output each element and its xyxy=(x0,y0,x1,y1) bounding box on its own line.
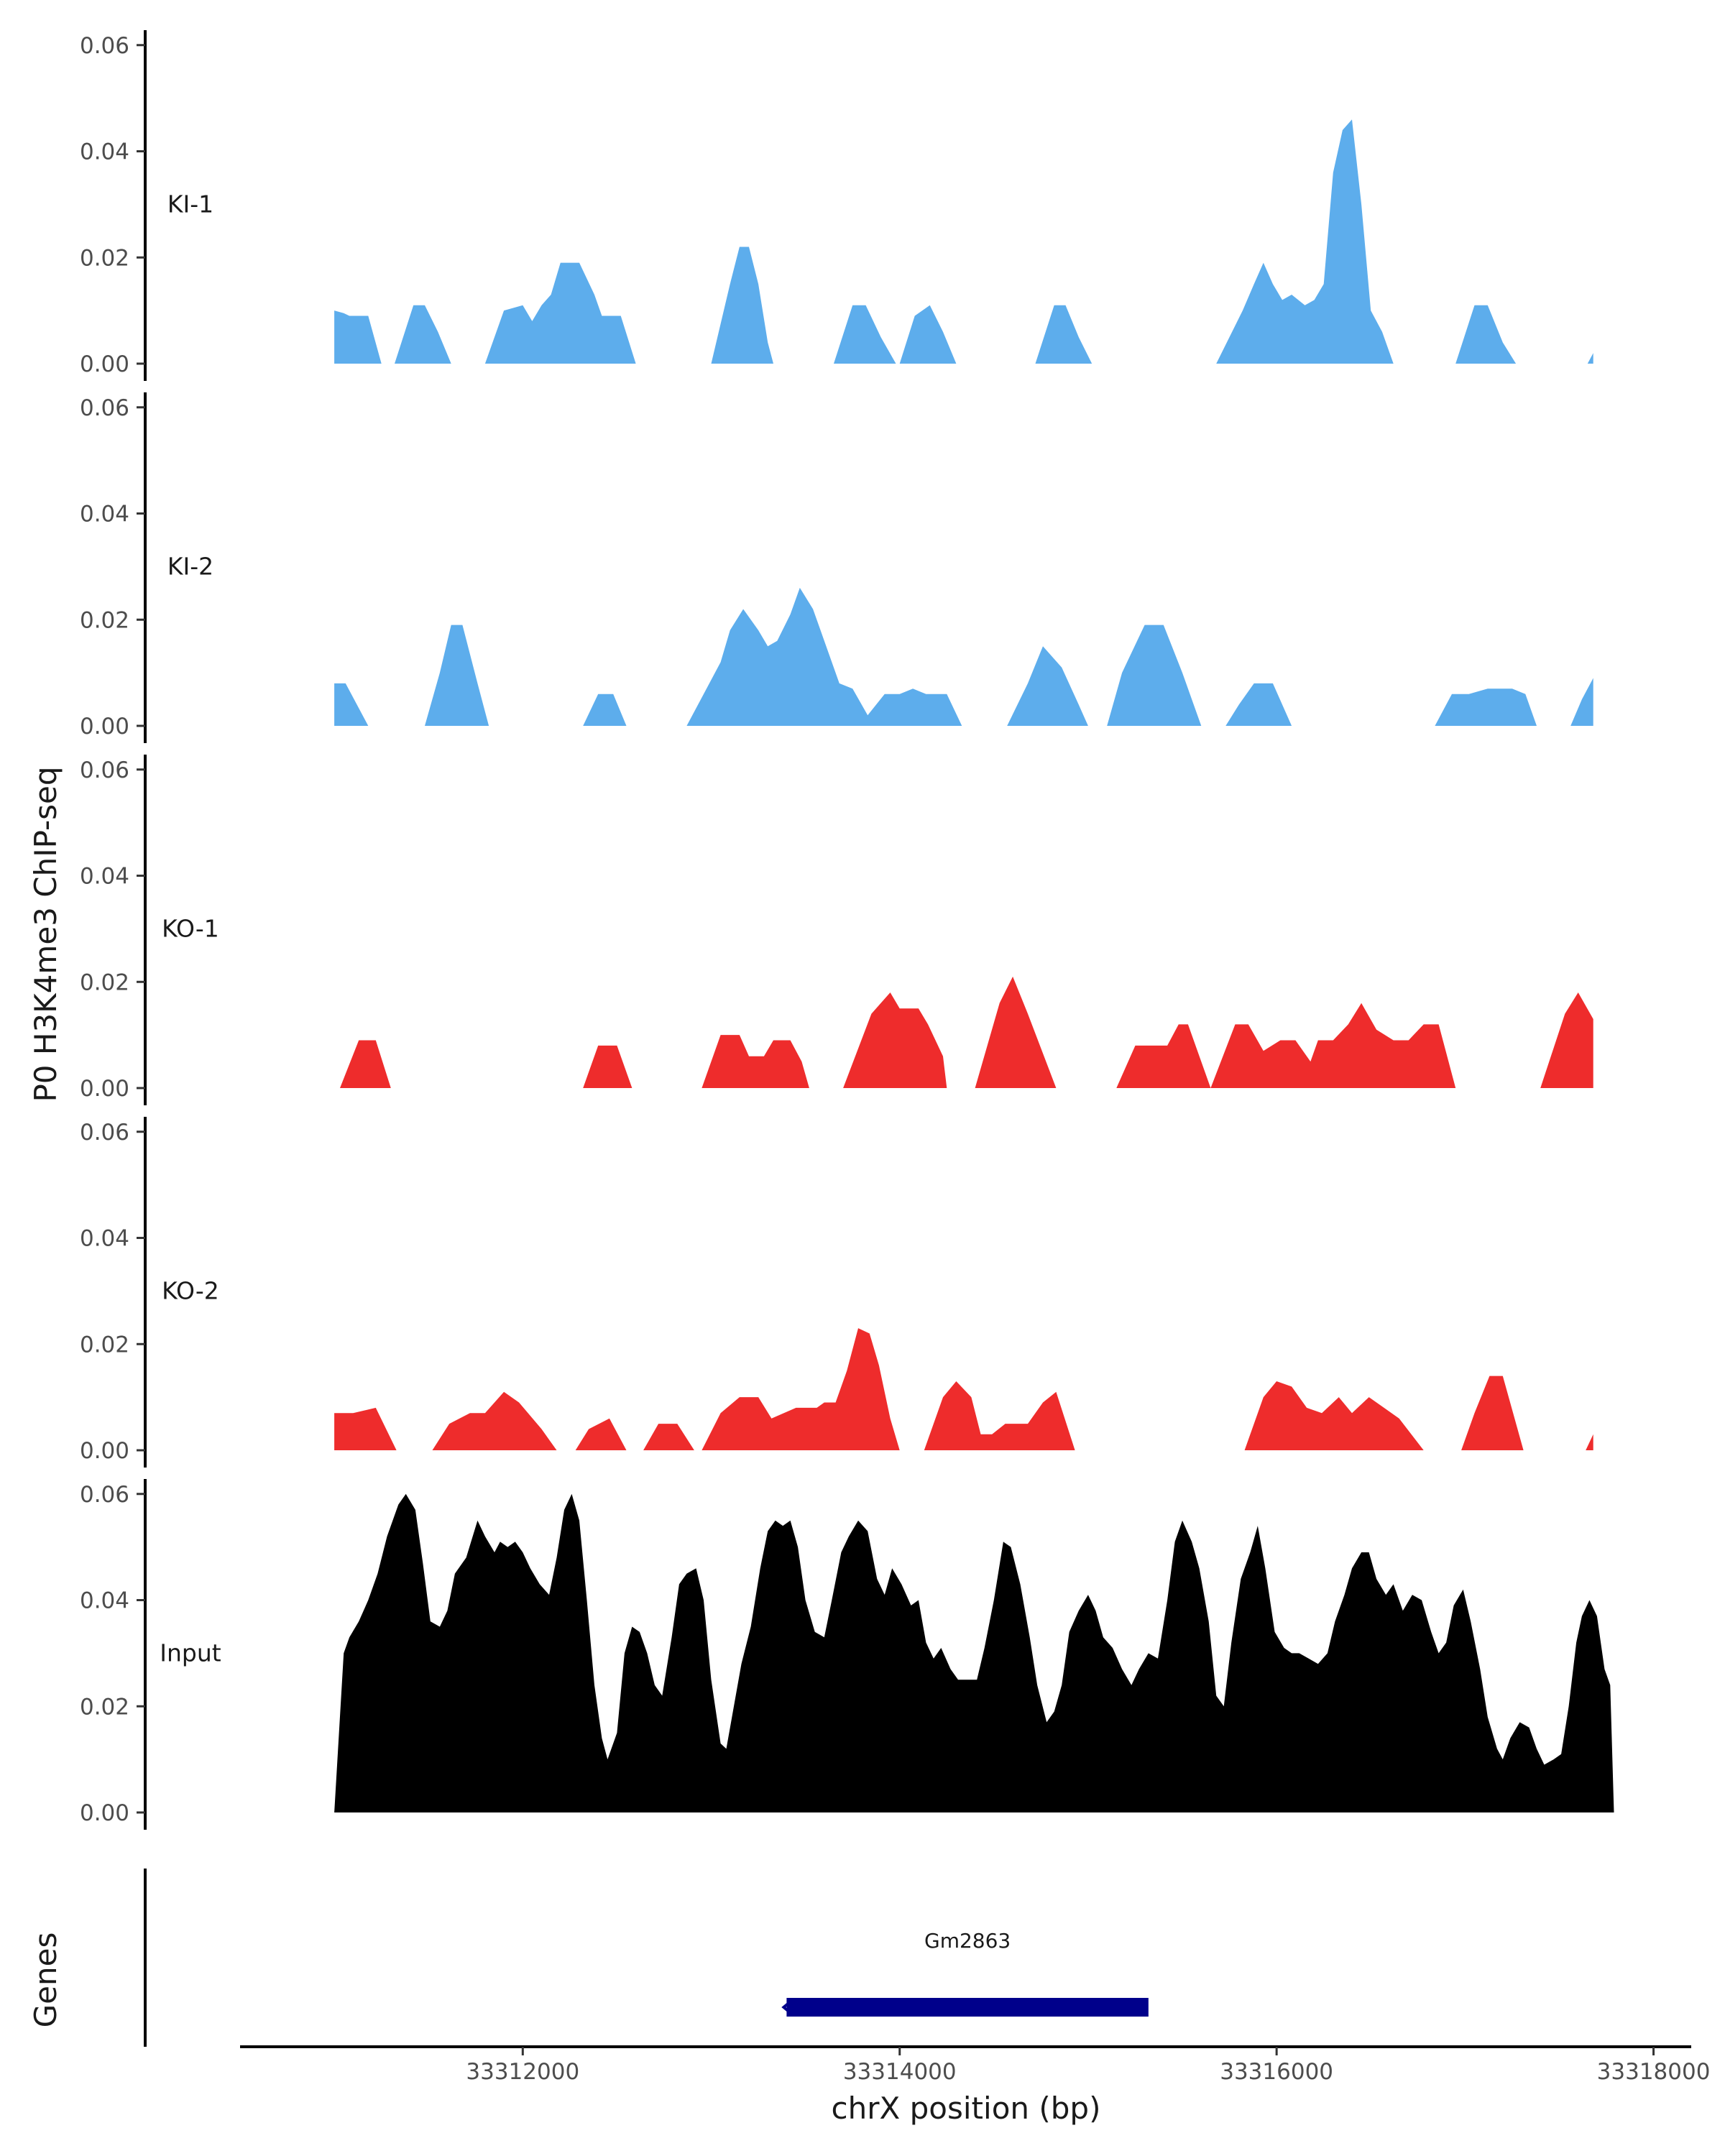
track-label-ko-1: KO-1 xyxy=(162,914,219,942)
y-tick-label: 0.06 xyxy=(80,33,129,59)
y-tick-label: 0.02 xyxy=(80,245,129,271)
x-tick-label: 33316000 xyxy=(1220,2059,1333,2085)
x-axis: 33312000 33314000 33316000 33318000 xyxy=(240,2045,1711,2085)
y-tick-label: 0.04 xyxy=(80,1226,129,1252)
genes-axis-title: Genes xyxy=(28,1932,63,2028)
y-tick-label: 0.00 xyxy=(80,351,129,377)
coverage-area-ko-1 xyxy=(340,976,1593,1088)
y-tick-label: 0.00 xyxy=(80,1800,129,1826)
y-tick-label: 0.04 xyxy=(80,864,129,890)
coverage-area-input xyxy=(334,1493,1614,1812)
y-tick-label: 0.06 xyxy=(80,1120,129,1146)
track-ko-1: 0.00 0.02 0.04 0.06 KO-1 xyxy=(80,755,1593,1105)
x-tick-label: 33314000 xyxy=(843,2059,957,2085)
y-tick-label: 0.00 xyxy=(80,714,129,740)
x-tick-label: 33318000 xyxy=(1597,2059,1711,2085)
genes-panel: Genes Gm2863 xyxy=(28,1869,1149,2047)
coverage-area-ko-2 xyxy=(334,1328,1593,1450)
y-tick-label: 0.04 xyxy=(80,502,129,528)
y-tick-label: 0.00 xyxy=(80,1438,129,1464)
coverage-area-ki-1 xyxy=(334,119,1593,364)
x-axis-title: chrX position (bp) xyxy=(832,2091,1101,2126)
track-label-ko-2: KO-2 xyxy=(162,1276,219,1304)
track-label-ki-1: KI-1 xyxy=(167,190,213,218)
y-tick-label: 0.00 xyxy=(80,1076,129,1102)
track-ki-1: 0.00 0.02 0.04 0.06 KI-1 xyxy=(80,30,1593,381)
track-ki-2: 0.00 0.02 0.04 0.06 KI-2 xyxy=(80,392,1593,743)
y-tick-label: 0.02 xyxy=(80,607,129,633)
coverage-area-ki-2 xyxy=(334,587,1593,726)
y-tick-label: 0.06 xyxy=(80,757,129,783)
gene-label-gm2863: Gm2863 xyxy=(924,1929,1011,1953)
tracks-layer: 0.00 0.02 0.04 0.06 KI-1 0.00 0.02 0.04 0.06 KI-2… xyxy=(80,30,1614,1830)
x-tick-label: 33312000 xyxy=(466,2059,579,2085)
gene-body-gm2863 xyxy=(786,1998,1149,2017)
y-tick-label: 0.02 xyxy=(80,1694,129,1720)
y-tick-label: 0.02 xyxy=(80,1332,129,1358)
y-tick-label: 0.02 xyxy=(80,969,129,995)
y-tick-label: 0.04 xyxy=(80,1588,129,1614)
gene-strand-arrow xyxy=(781,1999,794,2016)
y-tick-label: 0.06 xyxy=(80,395,129,421)
track-label-ki-2: KI-2 xyxy=(167,552,213,580)
y-axis-title: P0 H3K4me3 ChIP-seq xyxy=(28,766,63,1102)
y-tick-label: 0.06 xyxy=(80,1482,129,1508)
track-input: 0.00 0.02 0.04 0.06 Input xyxy=(80,1479,1614,1830)
y-tick-label: 0.04 xyxy=(80,139,129,165)
track-label-input: Input xyxy=(160,1639,221,1667)
track-ko-2: 0.00 0.02 0.04 0.06 KO-2 xyxy=(80,1117,1593,1468)
